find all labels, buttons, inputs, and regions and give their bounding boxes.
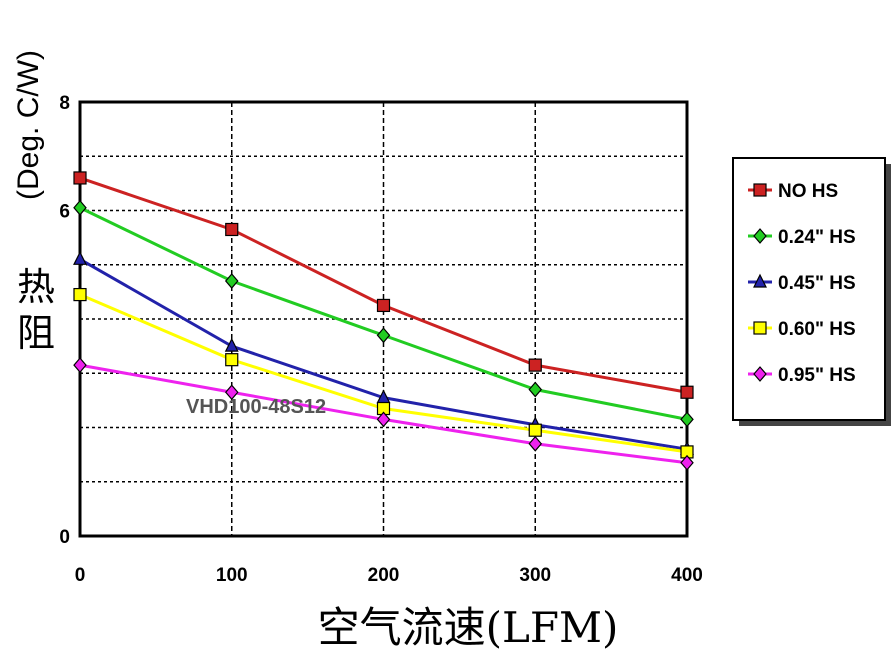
data-point (73, 357, 87, 374)
data-point (376, 298, 391, 313)
legend-swatch-marker (753, 183, 767, 197)
x-tick-label: 300 (519, 565, 551, 586)
data-point (73, 199, 87, 216)
x-axis-title: 空气流速(LFM) (318, 603, 619, 652)
y-tick-label: 8 (59, 93, 70, 114)
y-axis-unit-label: (Deg. C/W) (12, 50, 45, 200)
data-point (528, 423, 542, 437)
x-tick-label: 100 (216, 565, 248, 586)
plot-frame (78, 100, 689, 538)
data-point (73, 287, 87, 302)
y-axis-title: 热阻 (17, 265, 55, 355)
legend-swatch-marker (753, 228, 767, 244)
legend-label: 0.95" HS (778, 365, 856, 386)
y-axis-title-char: 热 (17, 265, 55, 309)
legend: NO HS 0.24" HS 0.45" HS 0.60" HS 0.95" HS (732, 157, 891, 426)
data-point (680, 411, 694, 428)
data-point (680, 385, 694, 399)
legend-label: 0.60" HS (778, 319, 856, 340)
series-group (73, 171, 694, 471)
data-point (225, 222, 239, 237)
x-tick-label: 0 (75, 565, 86, 586)
data-point (528, 381, 543, 398)
data-point (680, 454, 694, 471)
legend-label: 0.45" HS (778, 273, 856, 294)
data-point (224, 384, 239, 401)
data-point (224, 337, 239, 352)
data-point (225, 353, 239, 367)
data-point (376, 327, 391, 344)
legend-label: NO HS (778, 181, 838, 202)
data-point (528, 358, 542, 372)
legend-label: 0.24" HS (778, 227, 856, 248)
y-tick-label: 6 (59, 202, 70, 223)
tick-labels: 0 100 200 300 400 0 6 8 (59, 93, 702, 586)
legend-swatch-marker (753, 366, 767, 382)
y-axis-title-char: 阻 (17, 311, 55, 355)
data-point (73, 171, 87, 185)
data-point (528, 435, 543, 452)
data-point (73, 250, 87, 265)
legend-swatch-marker (753, 273, 767, 288)
x-tick-label: 400 (671, 565, 703, 586)
y-tick-label: 0 (59, 527, 70, 548)
legend-swatch-marker (753, 321, 767, 335)
annotation-label: VHD100-48S12 (186, 396, 326, 418)
legend-entries: NO HS 0.24" HS 0.45" HS 0.60" HS 0.95" HS (748, 181, 856, 386)
grid-lines (80, 102, 687, 536)
x-tick-label: 200 (368, 565, 400, 586)
data-point (376, 411, 391, 428)
data-point (224, 273, 239, 289)
